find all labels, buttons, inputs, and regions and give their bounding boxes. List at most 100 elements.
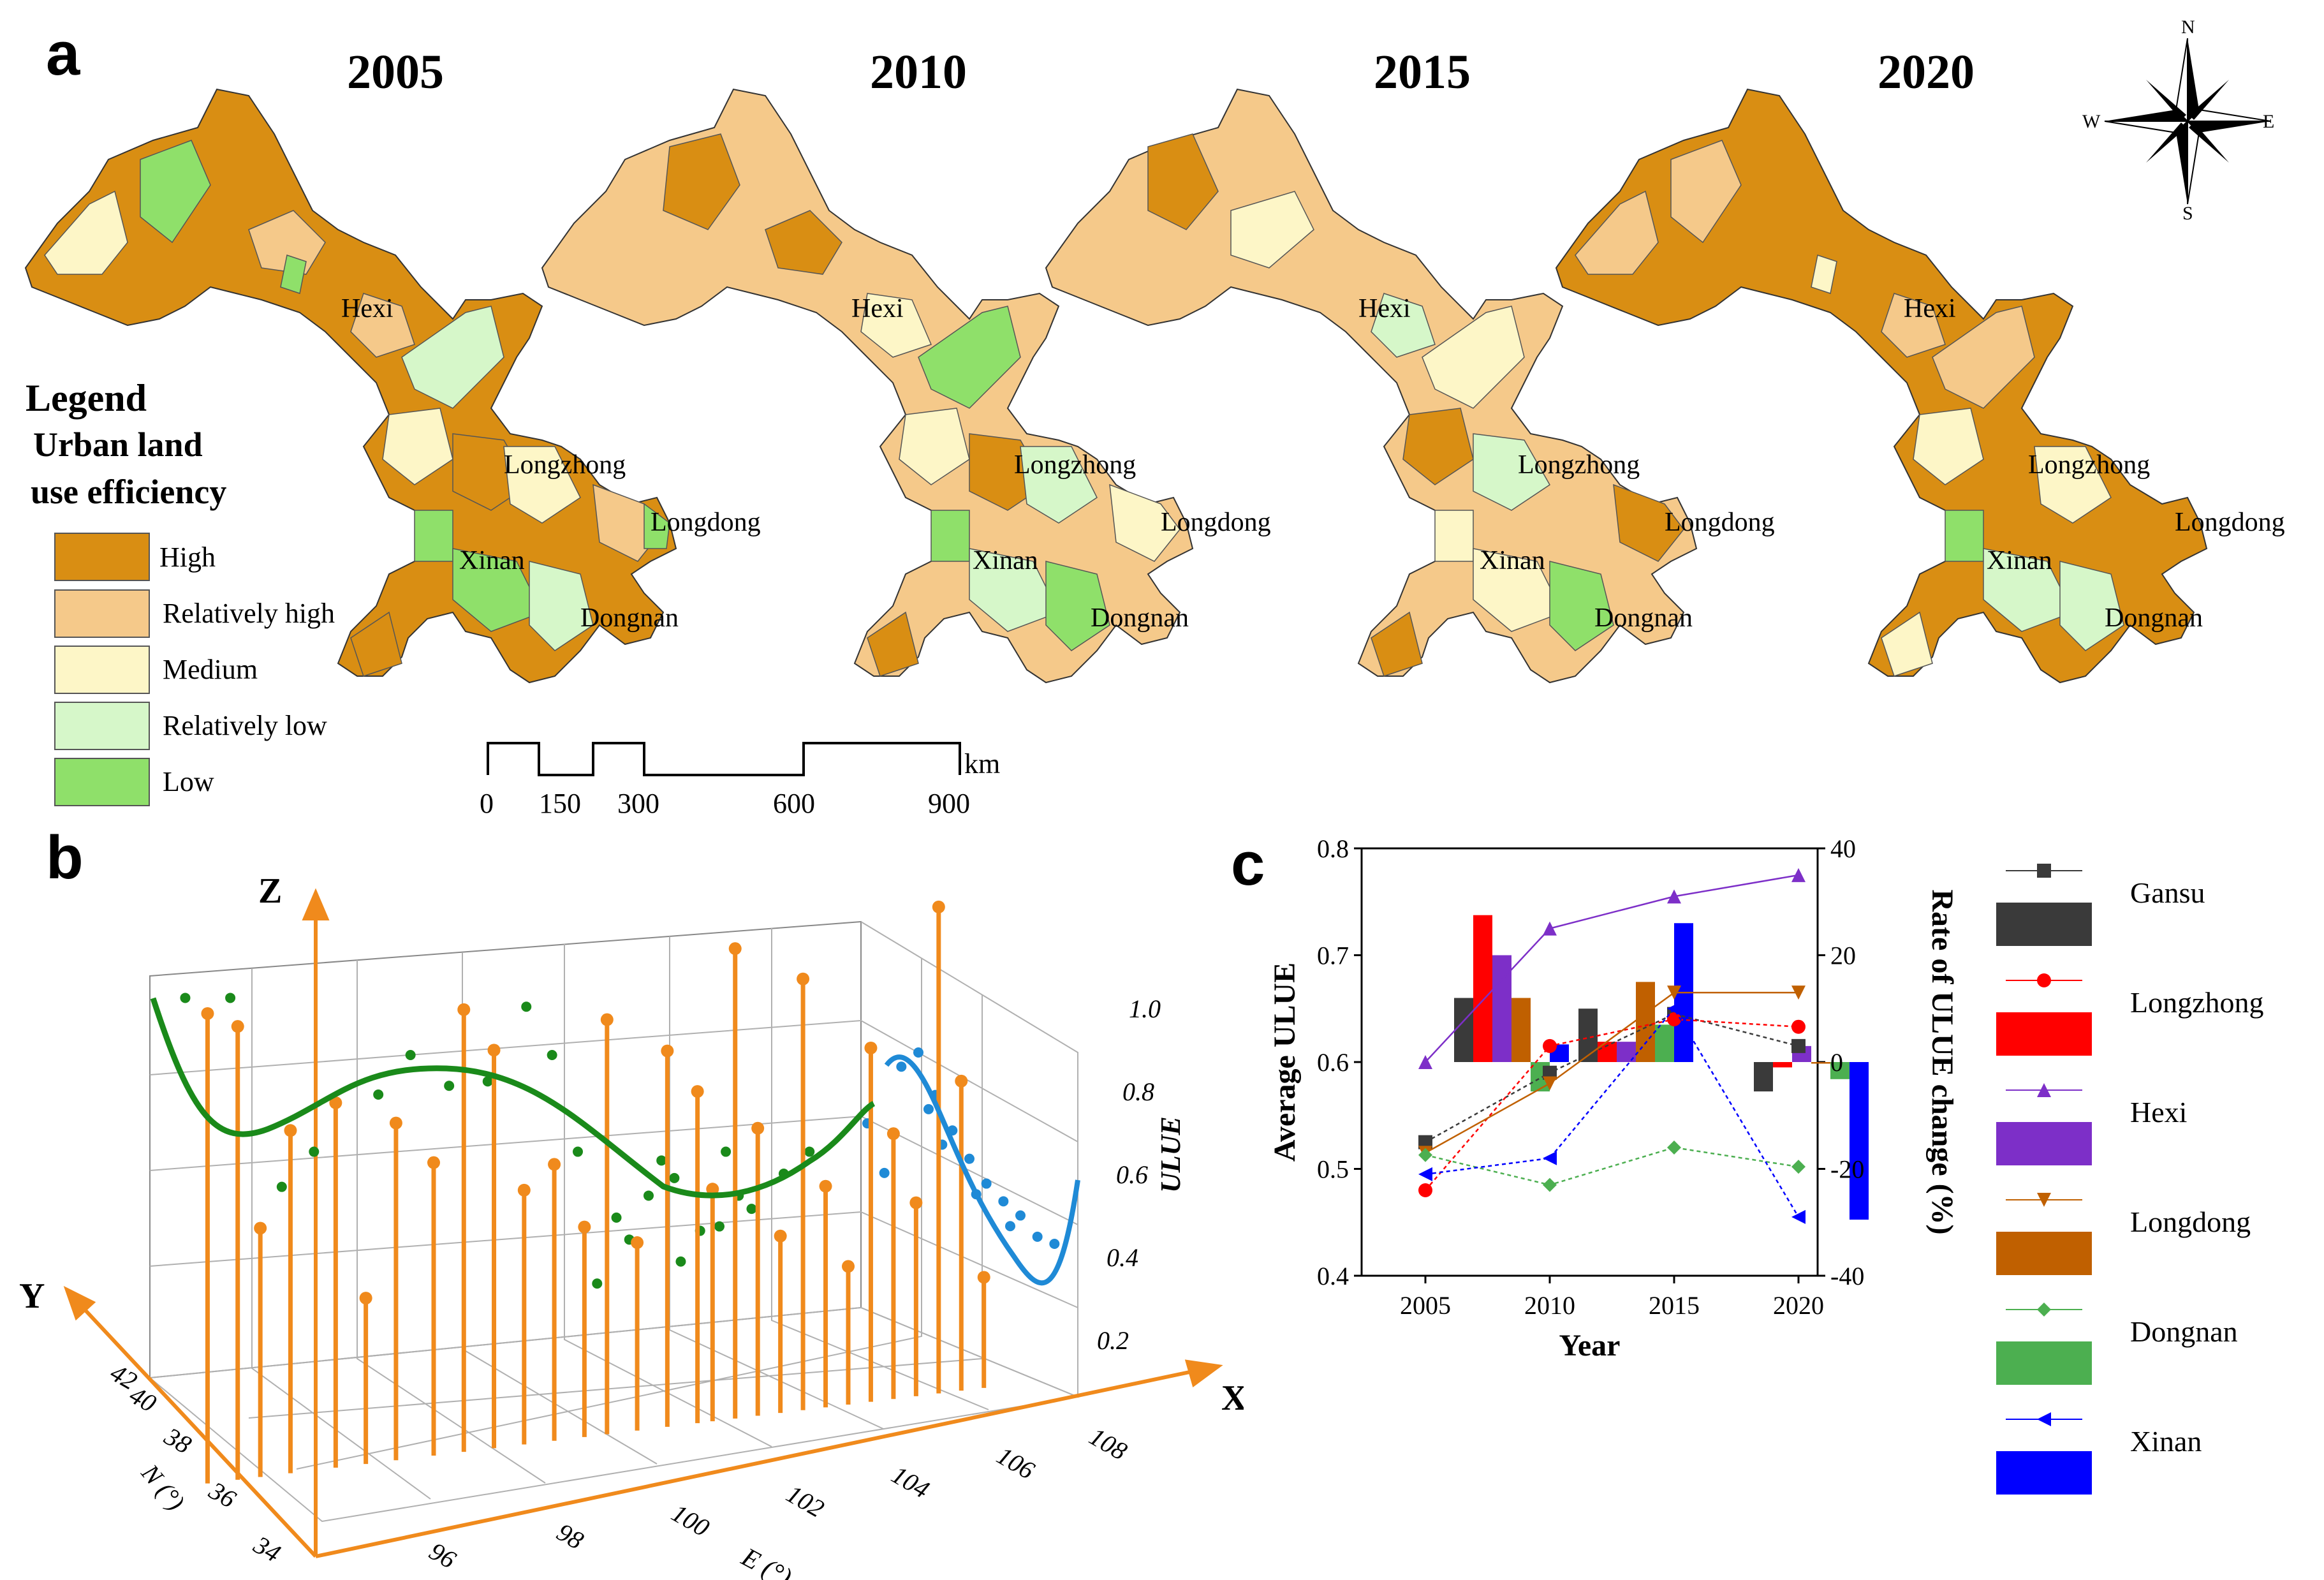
axis-y [63,1286,318,1558]
green-projection-point [444,1081,455,1091]
x-tick-label: 2010 [1524,1291,1575,1320]
bar-longzhong [1473,915,1492,1062]
prefecture-point [774,1229,787,1243]
axis-z [302,888,330,1556]
blue-projection-point [981,1178,992,1189]
line-gansu [1425,1013,1799,1143]
map2005-label-longdong: Longdong [651,508,761,537]
prefecture-point [631,1236,644,1250]
y-right-tick-label: 40 [1830,834,1856,863]
legend-label-relatively-low: Relatively low [163,710,327,741]
legend-label-longdong: Longdong [2130,1206,2251,1238]
map2020-label-xinan: Xinan [1987,546,2052,575]
y-left-tick-label: 0.4 [1317,1262,1349,1290]
map2005-label-xinan: Xinan [459,546,525,575]
marker-longzhong [1543,1038,1557,1053]
compass-s: S [2182,203,2193,224]
x-tick-label: 2020 [1773,1291,1824,1320]
map2020-label-longzhong: Longzhong [2028,450,2151,480]
map2005-label-longzhong: Longzhong [504,450,626,480]
prefecture-point [359,1292,372,1305]
compass-n: N [2181,17,2195,38]
marker-hexi [1543,921,1557,936]
legend-bar-gansu [1996,903,2092,946]
green-projection-point [714,1221,724,1232]
map2015-label-longzhong: Longzhong [1518,450,1640,480]
map2010-label-longdong: Longdong [1161,508,1271,537]
marker-xinan [1791,1209,1806,1224]
green-projection-point [180,993,191,1003]
x-tick-100: 100 [667,1498,714,1542]
y-left-tick-label: 0.7 [1317,941,1349,970]
z-tick-0.8: 0.8 [1122,1077,1154,1106]
green-projection-point [309,1146,320,1157]
x-tick-label: 2015 [1649,1291,1700,1320]
y-tick-34: 34 [249,1530,286,1567]
y-right-tick-label: -40 [1830,1262,1864,1290]
bar-gansu [1578,1008,1598,1062]
green-projection-point [276,1181,287,1192]
scale-tick-300: 300 [617,788,659,819]
map2020-label-hexi: Hexi [1904,294,1956,323]
legend-swatch-relatively-high [54,589,150,638]
z-tick-1.0: 1.0 [1129,994,1161,1023]
map2005-label-dongnan: Dongnan [580,603,679,633]
map-2005 [25,89,677,683]
y-left-tick-label: 0.8 [1317,834,1349,863]
marker-hexi [1667,889,1681,904]
line-longzhong [1425,1018,1799,1191]
green-projection-point [804,1146,815,1157]
prefecture-point [389,1116,402,1130]
marker-gansu [1418,1135,1432,1149]
legend-label-relatively-high: Relatively high [163,598,335,629]
marker-dongnan [1543,1178,1557,1192]
green-projection-point [644,1190,654,1201]
prefecture-point [578,1220,591,1234]
axis-x [315,1359,1223,1558]
marker-longdong [1667,986,1681,1000]
marker-hexi [1791,868,1806,882]
marker-hexi [1418,1055,1432,1069]
compass-e: E [2263,111,2275,132]
legend-bar-dongnan [1996,1341,2092,1385]
green-projection-point [225,993,236,1003]
scale-unit: km [964,748,1001,779]
z-axis-label: ULUE [1155,1116,1186,1193]
green-projection-point [669,1172,680,1183]
bar-dongnan [1655,1024,1674,1062]
prefecture-point [977,1271,990,1284]
map2015-label-xinan: Xinan [1480,546,1545,575]
compass-w: W [2082,111,2101,132]
blue-projection-point [879,1167,890,1178]
bar-longdong [1511,998,1531,1062]
panel-c-label: c [1231,830,1265,898]
bar-xinan [1850,1062,1869,1220]
marker-dongnan [1791,1160,1806,1174]
green-projection-point [521,1001,532,1012]
green-fit-curve [150,997,876,1199]
prefecture-point [548,1158,561,1171]
green-projection-point [721,1146,732,1157]
green-projection-point [611,1212,622,1223]
green-projection-point [592,1278,603,1289]
map2020-label-longdong: Longdong [2175,508,2285,537]
x-axis-title: Year [1559,1329,1621,1362]
blue-projection-point [1015,1210,1026,1221]
year-label-2010: 2010 [870,45,967,99]
x-axis-label: E (°) [736,1542,796,1580]
blue-projection-point [896,1061,907,1072]
green-projection-point [405,1050,416,1060]
scale-tick-0: 0 [480,788,494,819]
legend-marker-dongnan [2037,1303,2051,1317]
scale-bar [487,742,961,776]
legend-bar-xinan [1996,1451,2092,1495]
ulue-combo-chart: 0.4 0.5 0.6 0.7 0.8 -40 -20 0 20 40 2005 2010 2015 20… [1268,834,2264,1495]
marker-dongnan [1667,1141,1681,1155]
legend-label-gansu: Gansu [2130,876,2205,909]
legend-subtitle-1: Urban land [33,425,203,464]
map2020-label-dongnan: Dongnan [2105,603,2203,633]
green-projection-point [373,1089,384,1100]
legend-marker-gansu [2037,864,2051,878]
axis-y-letter: Y [19,1276,45,1316]
prefecture-point [691,1085,704,1098]
